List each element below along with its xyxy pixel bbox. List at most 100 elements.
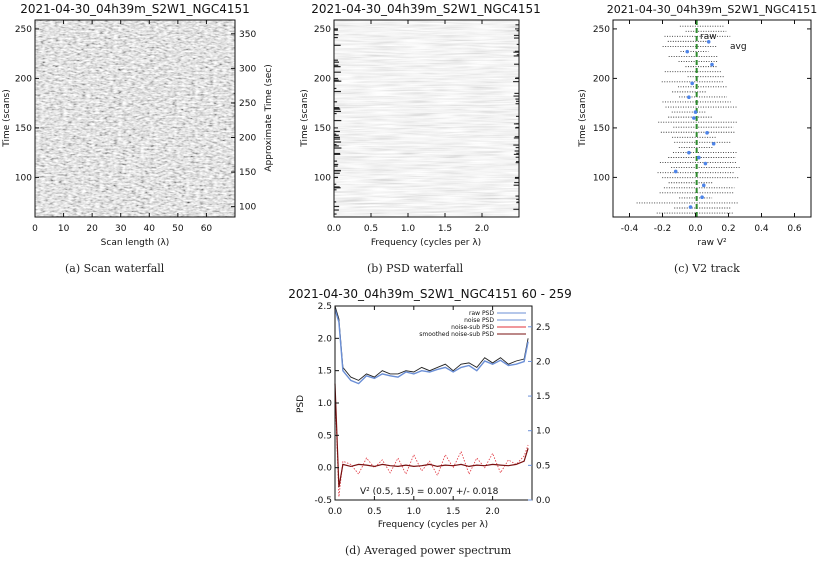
panel-b-xtick-label-0: 0.0 xyxy=(327,224,342,234)
panel-c-ytick-label-3: 250 xyxy=(593,25,610,35)
panel-b-right-streak-26 xyxy=(513,95,519,97)
panel-b-edge-streak-9 xyxy=(334,71,341,73)
panel-b-right-streak-13 xyxy=(513,144,519,146)
panel-c-ytick-label-0: 100 xyxy=(593,173,610,183)
panel-b-edge-streak-36 xyxy=(334,133,337,135)
panel-b-right-streak-8 xyxy=(513,184,519,186)
panel-a-scan-waterfall: 2021-04-30_04h39m_S2W1_NGC4151 0 10 20 30 40… xyxy=(2,2,274,248)
panel-d-series-line-0 xyxy=(334,305,529,381)
panel-b-right-streak-17 xyxy=(513,51,519,53)
panel-d-series-line-3 xyxy=(334,383,529,488)
panel-a-y2tick-label-1: 150 xyxy=(239,168,256,178)
panel-d-xtick-label-4: 2.0 xyxy=(485,507,500,517)
panel-b-right-streak-10 xyxy=(513,80,519,83)
panel-a-xtick-label-3: 30 xyxy=(115,224,127,234)
panel-d-y2tick-label-0: 0.0 xyxy=(536,496,551,506)
panel-b-xlabel: Frequency (cycles per λ) xyxy=(371,238,481,248)
panel-b-x-ticks: 0.0 0.5 1.0 1.5 2.0 xyxy=(327,20,489,234)
panel-b-edge-streak-25 xyxy=(334,165,338,167)
panel-c-avg-point-14 xyxy=(685,49,690,54)
panel-a-title: 2021-04-30_04h39m_S2W1_NGC4151 xyxy=(20,2,250,16)
panel-c-xtick-label-0: -0.4 xyxy=(621,224,639,234)
panel-b-edge-streak-32 xyxy=(334,160,338,162)
panel-c-avg-point-6 xyxy=(687,150,691,155)
panel-d-xtick-label-0: 0.0 xyxy=(328,507,343,517)
panel-b-right-streak-36 xyxy=(516,100,519,102)
panel-a-xtick-label-1: 10 xyxy=(58,224,70,234)
panel-c-ytick-label-1: 150 xyxy=(593,124,610,134)
panel-d-y2tick-label-2: 1.0 xyxy=(536,427,551,437)
panel-b-right-streak-39 xyxy=(516,198,519,200)
panel-b-right-streak-22 xyxy=(515,195,519,197)
panel-d-ylabel: PSD xyxy=(296,395,306,413)
panel-c-xtick-label-3: 0.2 xyxy=(721,224,735,234)
panel-c-avg-points xyxy=(673,39,716,209)
panel-a-y2tick-label-2: 200 xyxy=(239,134,256,144)
panel-b-ytick-label-3: 250 xyxy=(314,25,331,35)
panel-c-avg-point-13 xyxy=(710,62,714,67)
panel-b-right-streak-15 xyxy=(514,50,519,52)
panel-a-y2tick-label-3: 250 xyxy=(239,99,256,109)
panel-c-legend-avg: avg xyxy=(730,42,747,52)
panel-b-edge-streak-27 xyxy=(334,64,339,66)
panel-c-xtick-label-1: -0.2 xyxy=(654,224,672,234)
panel-b-right-streak-35 xyxy=(513,123,519,125)
panel-b-edge-streak-3 xyxy=(334,59,338,61)
panel-d-averaged-power-spectrum: 2021-04-30_04h39m_S2W1_NGC4151 60 - 259 … xyxy=(288,287,571,530)
panel-b-right-streak-37 xyxy=(516,201,519,204)
panel-b-edge-streak-45 xyxy=(334,186,340,188)
panel-d-annotation: V² (0.5, 1.5) = 0.007 +/- 0.018 xyxy=(360,487,499,497)
panel-d-xtick-label-2: 1.0 xyxy=(407,507,422,517)
panel-b-title: 2021-04-30_04h39m_S2W1_NGC4151 xyxy=(311,2,541,16)
panel-b-edge-streak-24 xyxy=(334,145,339,147)
panel-b-right-streak-20 xyxy=(513,153,519,155)
panel-d-series xyxy=(334,305,529,497)
panel-b-low-frequency-edge xyxy=(334,24,519,215)
panel-b-xtick-label-2: 1.0 xyxy=(401,224,416,234)
panel-a-xlabel: Scan length (λ) xyxy=(101,238,170,248)
panel-a-y2label: Approximate Time (sec) xyxy=(264,64,274,171)
panel-d-series-line-1 xyxy=(334,308,529,385)
panel-b-edge-streak-46 xyxy=(334,130,340,133)
panel-b-edge-streak-47 xyxy=(334,108,341,110)
panel-b-right-streak-0 xyxy=(514,136,519,138)
caption-d: (d) Averaged power spectrum xyxy=(345,544,512,557)
panel-a-xtick-label-2: 20 xyxy=(86,224,98,234)
panel-a-ylabel: Time (scans) xyxy=(2,89,12,147)
caption-c: (c) V2 track xyxy=(674,262,740,275)
panel-b-edge-streak-30 xyxy=(334,153,341,155)
panel-b-right-streak-2 xyxy=(514,92,519,95)
panel-b-edge-streak-7 xyxy=(334,79,339,81)
panel-a-heatmap xyxy=(35,20,235,217)
panel-b-edge-streak-29 xyxy=(334,101,338,103)
panel-d-legend-label-2: noise-sub PSD xyxy=(451,324,494,331)
panel-c-xlabel: raw V² xyxy=(697,238,727,248)
panel-a-ytick-label-1: 150 xyxy=(15,124,32,134)
panel-c-legend-raw: raw xyxy=(700,32,717,42)
panel-c-avg-point-11 xyxy=(687,95,691,100)
panel-c-avg-point-5 xyxy=(697,155,701,160)
panel-b-ytick-label-0: 100 xyxy=(314,173,331,183)
panel-c-avg-point-9 xyxy=(692,116,696,120)
panel-b-right-streak-29 xyxy=(514,63,519,65)
panel-b-edge-streak-13 xyxy=(334,136,340,138)
panel-d-legend-label-1: noise PSD xyxy=(464,317,494,324)
panel-b-right-streak-27 xyxy=(514,181,519,184)
panel-b-right-streak-23 xyxy=(515,146,519,149)
panel-b-edge-streak-44 xyxy=(334,143,337,146)
caption-b: (b) PSD waterfall xyxy=(367,262,464,275)
panel-d-y2-ticks: 0.0 0.5 1.0 1.5 2.0 2.5 xyxy=(528,323,551,506)
panel-a-y2tick-label-0: 100 xyxy=(239,203,256,213)
panel-b-edge-streak-38 xyxy=(334,209,339,211)
panel-b-edge-streak-18 xyxy=(334,172,340,174)
panel-c-avg-point-2 xyxy=(701,183,706,188)
panel-b-edge-streak-40 xyxy=(334,112,337,115)
panel-c-v2-track: 2021-04-30_04h39m_S2W1_NGC4151 -0.4 -0.2 0… xyxy=(578,3,817,248)
panel-b-right-streak-9 xyxy=(515,103,519,105)
panel-c-xtick-label-4: 0.4 xyxy=(754,224,769,234)
panel-b-edge-streak-14 xyxy=(334,163,339,166)
panel-c-avg-point-3 xyxy=(673,169,678,174)
panel-c-avg-point-10 xyxy=(693,110,698,114)
panel-d-xtick-label-1: 0.5 xyxy=(367,507,381,517)
